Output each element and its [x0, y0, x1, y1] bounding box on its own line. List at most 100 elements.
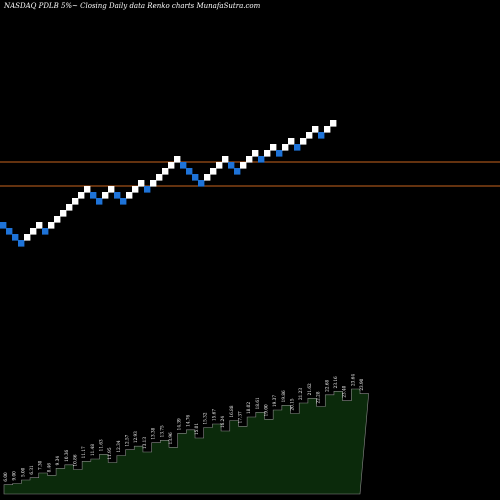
renko-brick-down — [42, 228, 49, 235]
renko-brick-up — [204, 174, 211, 181]
renko-brick-down — [96, 198, 103, 205]
volume-label: 11.48 — [90, 444, 95, 456]
volume-label: 23.16 — [333, 376, 338, 388]
volume-label: 15.32 — [203, 412, 208, 424]
volume-label: 8.46 — [46, 463, 51, 473]
volume-label: 19.37 — [272, 395, 277, 407]
renko-brick-up — [84, 186, 91, 193]
renko-brick-down — [228, 162, 235, 169]
renko-brick-up — [126, 192, 133, 199]
renko-brick-down — [0, 222, 7, 229]
renko-brick-up — [270, 144, 277, 151]
renko-brick-down — [18, 240, 25, 247]
renko-brick-up — [162, 168, 169, 175]
renko-brick-up — [240, 162, 247, 169]
renko-brick-up — [252, 150, 259, 157]
volume-label: 12.34 — [116, 440, 121, 452]
volume-label: 18.61 — [255, 397, 260, 409]
renko-brick-down — [114, 192, 121, 199]
volume-label: 13.38 — [151, 427, 156, 439]
renko-brick-up — [24, 234, 31, 241]
volume-labels: 6.00 9.00 5.00 6.31 7.30 8.46 9.34 10.36 10.86 11… — [3, 374, 364, 482]
volume-label: 15.01 — [194, 423, 199, 435]
volume-label: 23.90 — [359, 378, 364, 390]
renko-brick-up — [108, 186, 115, 193]
renko-brick-up — [36, 222, 43, 229]
renko-brick-down — [12, 234, 19, 241]
renko-brick-up — [330, 120, 337, 127]
renko-brick-down — [186, 168, 193, 175]
volume-label: 23.40 — [342, 385, 347, 397]
volume-label: 11.17 — [81, 446, 86, 458]
volume-label: 19.00 — [263, 404, 268, 416]
volume-label: 19.86 — [281, 390, 286, 402]
renko-brick-down — [198, 180, 205, 187]
renko-brick-down — [192, 174, 199, 181]
volume-label: 12.93 — [133, 431, 138, 443]
renko-brick-up — [132, 186, 139, 193]
volume-label: 16.24 — [220, 416, 225, 428]
volume-label: 5.00 — [20, 467, 25, 477]
volume-label: 14.76 — [185, 415, 190, 427]
chart-header: NASDAQ PDLB 5%~ Closing Daily data Renko… — [3, 2, 261, 10]
renko-brick-down — [294, 144, 301, 151]
volume-label: 10.36 — [64, 450, 69, 462]
volume-label: 14.39 — [177, 418, 182, 430]
volume-label: 21.23 — [298, 388, 303, 400]
volume-label: 17.37 — [237, 411, 242, 423]
renko-brick-up — [312, 126, 319, 133]
renko-brick-up — [60, 210, 67, 217]
renko-brick-down — [180, 162, 187, 169]
volume-area-fill — [3, 388, 370, 495]
volume-label: 13.75 — [159, 425, 164, 437]
renko-brick-up — [138, 180, 145, 187]
renko-brick-up — [150, 180, 157, 187]
volume-label: 21.62 — [307, 383, 312, 395]
renko-brick-down — [90, 192, 97, 199]
renko-brick-up — [78, 192, 85, 199]
volume-label: 18.02 — [246, 402, 251, 414]
renko-brick-down — [6, 228, 13, 235]
renko-brick-down — [144, 186, 151, 193]
volume-label: 15.67 — [211, 409, 216, 421]
renko-brick-up — [102, 192, 109, 199]
volume-label: 11.95 — [107, 447, 112, 459]
volume-label: 22.68 — [324, 380, 329, 392]
renko-brick-up — [306, 132, 313, 139]
renko-brick-up — [222, 156, 229, 163]
renko-brick-up — [282, 144, 289, 151]
renko-brick-up — [324, 126, 331, 133]
volume-label: 22.28 — [316, 391, 321, 403]
volume-label: 6.00 — [3, 472, 8, 482]
renko-brick-up — [72, 198, 79, 205]
renko-brick-up — [216, 162, 223, 169]
renko-brick-up — [264, 150, 271, 157]
volume-label: 16.88 — [229, 405, 234, 417]
renko-brick-up — [30, 228, 37, 235]
renko-brick-down — [318, 132, 325, 139]
renko-brick-up — [246, 156, 253, 163]
volume-label: 13.96 — [168, 432, 173, 444]
volume-label: 7.30 — [38, 460, 43, 470]
volume-label: 20.15 — [290, 398, 295, 410]
renko-brick-up — [288, 138, 295, 145]
renko-brick-up — [156, 174, 163, 181]
volume-label: 9.00 — [12, 471, 17, 481]
renko-bricks — [0, 120, 337, 247]
renko-brick-up — [300, 138, 307, 145]
volume-label: 12.57 — [125, 434, 130, 446]
volume-label: 9.34 — [55, 456, 60, 466]
volume-label: 11.63 — [99, 439, 104, 451]
renko-brick-down — [258, 156, 265, 163]
renko-brick-down — [276, 150, 283, 157]
renko-brick-up — [54, 216, 61, 223]
volume-label: 10.86 — [72, 454, 77, 466]
volume-label: 23.64 — [350, 374, 355, 386]
volume-area — [3, 388, 370, 495]
renko-brick-down — [120, 198, 127, 205]
volume-label: 13.13 — [142, 437, 147, 449]
renko-brick-up — [210, 168, 217, 175]
renko-brick-up — [48, 222, 55, 229]
